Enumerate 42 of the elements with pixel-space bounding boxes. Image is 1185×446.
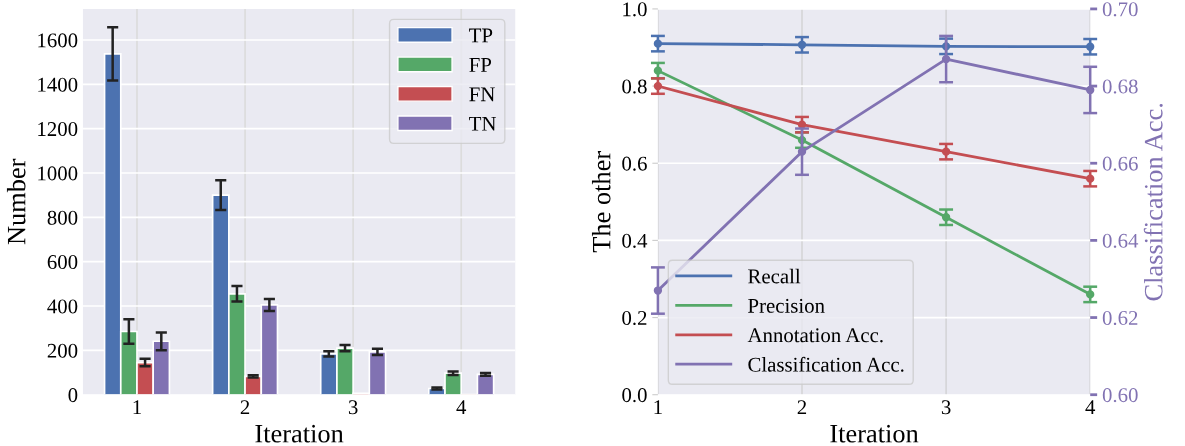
legend-label: Annotation Acc. — [747, 328, 883, 343]
x-tick-label: 1 — [654, 400, 662, 415]
y-tick-label: 0.0 — [622, 388, 647, 403]
x-tick-label: 1 — [133, 400, 141, 415]
y-tick-label: 1400 — [38, 77, 78, 92]
x-tick-label: 4 — [1085, 400, 1096, 415]
y-tick-label: 0.4 — [622, 233, 648, 248]
y2-tick-label: 0.60 — [1102, 388, 1138, 403]
y2-tick-label: 0.68 — [1102, 79, 1138, 94]
y2-tick-label: 0.64 — [1102, 233, 1139, 248]
y-tick-label: 800 — [47, 210, 78, 225]
y-tick-label: 400 — [47, 299, 78, 314]
legend-label: TN — [469, 116, 497, 131]
x-tick-label: 3 — [941, 400, 951, 415]
legend-label: Recall — [748, 268, 801, 284]
legend-label: Precision — [748, 298, 825, 313]
y2-tick-label: 0.66 — [1102, 156, 1138, 171]
y-tick-label: 0.8 — [622, 79, 647, 94]
x-axis-title: Iteration — [255, 424, 344, 443]
x-axis-title: Iteration — [830, 424, 919, 443]
legend-label: Classification Acc. — [748, 356, 904, 372]
y-tick-label: 0.2 — [622, 310, 647, 326]
x-tick-label: 2 — [240, 400, 250, 415]
y-tick-label: 1600 — [38, 33, 78, 48]
x-tick-label: 3 — [348, 400, 358, 415]
y-axis-title: Number — [6, 158, 26, 245]
y-tick-label: 200 — [47, 343, 78, 358]
y-tick-label: 0.6 — [622, 156, 647, 171]
y-tick-label: 1200 — [38, 122, 78, 137]
y-tick-label: 600 — [47, 255, 78, 270]
legend-label: TP — [469, 28, 493, 43]
legend-label: FN — [469, 87, 495, 102]
x-tick-label: 2 — [797, 400, 807, 415]
y-tick-label: 1000 — [38, 166, 78, 181]
y-tick-label: 0 — [68, 388, 78, 403]
y-tick-label: 1.0 — [623, 2, 647, 17]
x-tick-label: 4 — [456, 400, 467, 415]
y-axis-title: The other — [591, 151, 611, 253]
legend-label: FP — [469, 58, 492, 72]
y2-tick-label: 0.62 — [1102, 310, 1138, 326]
y2-tick-label: 0.70 — [1102, 2, 1138, 17]
y2-axis-title: Classification Acc. — [1143, 103, 1163, 301]
